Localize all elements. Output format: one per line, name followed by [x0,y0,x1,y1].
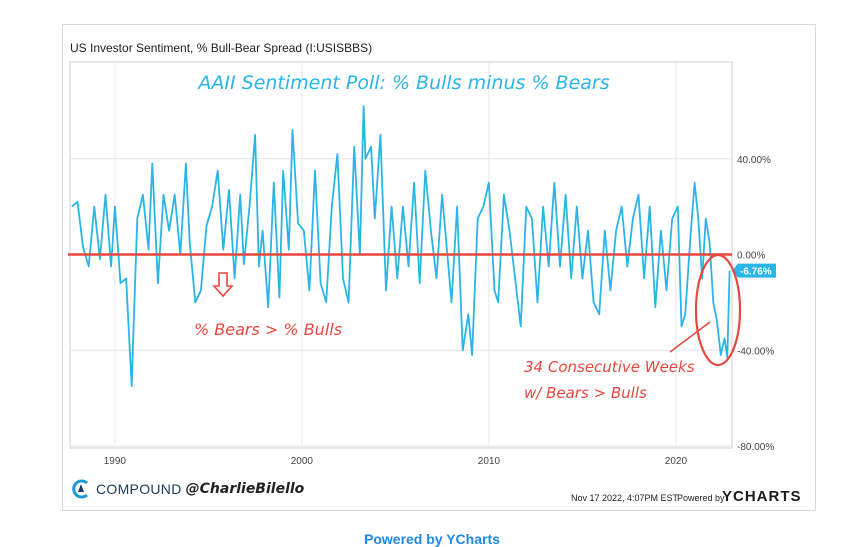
weeks-annotation-line1: 34 Consecutive Weeks [524,358,695,376]
compound-logo-icon [72,479,88,499]
compound-logo: COMPOUND @CharlieBilello [70,478,304,500]
y-tick-label: -80.00% [737,442,774,453]
headline-annotation: AAII Sentiment Poll: % Bulls minus % Bea… [196,72,609,94]
powered-by-small: Powered by [677,493,725,503]
series-line [71,105,731,388]
x-tick-label: 2000 [291,456,314,467]
bears-annotation: % Bears > % Bulls [194,320,342,339]
callout-line [669,321,711,353]
powered-by-ycharts-link[interactable]: Powered by YCharts [364,531,500,547]
twitter-handle: @CharlieBilello [185,481,305,497]
chart-title: US Investor Sentiment, % Bull-Bear Sprea… [70,41,373,55]
last-value-label: -6.76% [740,267,772,278]
y-tick-label: -40.00% [737,346,774,357]
last-value-marker [732,263,776,278]
x-tick-label: 2010 [478,456,501,467]
y-tick-label: 0.00% [737,251,765,262]
compound-logo-text: COMPOUND [96,481,182,497]
chart-card [62,24,816,511]
y-tick-label: 40.00% [737,155,771,166]
weeks-annotation-line2: w/ Bears > Bulls [524,384,647,402]
timestamp: Nov 17 2022, 4:07PM EST. [571,493,680,503]
x-tick-label: 2020 [665,456,688,467]
highlight-circle [694,253,742,367]
ycharts-logo[interactable]: YCHARTS [722,488,802,505]
down-arrow-icon [212,272,234,298]
x-tick-label: 1990 [104,456,127,467]
